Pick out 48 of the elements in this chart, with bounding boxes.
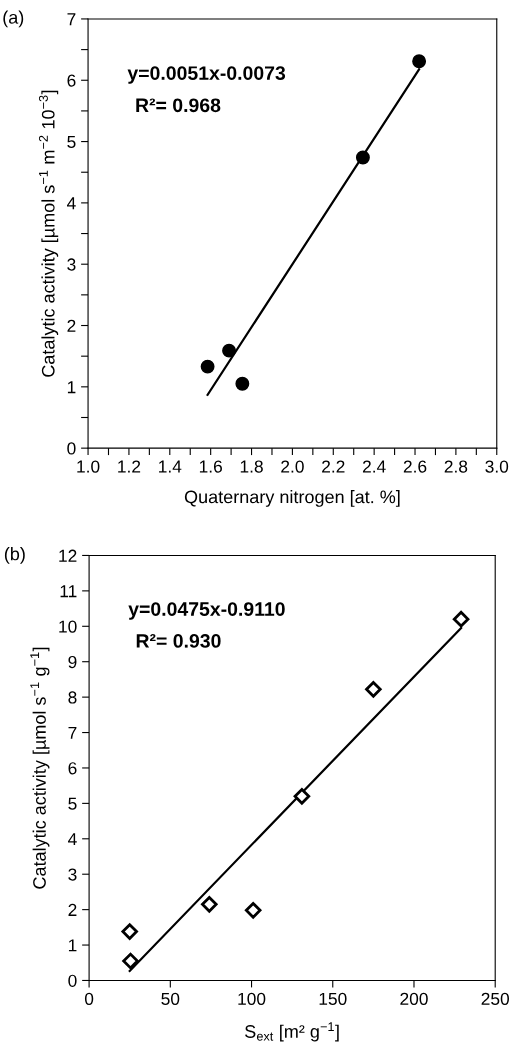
y-tick-label: 6 <box>68 762 77 775</box>
y-tick-label: 10 <box>59 620 77 633</box>
y-tick-label: 2 <box>68 903 77 916</box>
x-tick-label: 1.8 <box>240 460 263 473</box>
y-tick-label: 11 <box>60 585 77 598</box>
y-tick-label: 5 <box>67 135 76 149</box>
y-axis-title: Catalytic activity [µmol s$^{−1}$ g$^{−1}$] <box>30 647 50 889</box>
x-tick-label: 3.0 <box>485 460 509 473</box>
x-tick-label: 100 <box>238 992 266 1006</box>
x-tick-label: 1.4 <box>159 460 182 473</box>
y-tick-label: 2 <box>67 319 76 332</box>
x-axis-title: Quaternary nitrogen [at. %] <box>184 490 400 507</box>
y-tick-label: 9 <box>68 655 77 669</box>
y-tick-label: 4 <box>67 197 76 210</box>
x-tick-label: 250 <box>481 992 510 1006</box>
annotation: R²= 0.968 <box>136 98 221 113</box>
x-tick-label: 2.6 <box>403 460 427 473</box>
x-tick-label: 2.8 <box>444 460 468 473</box>
annotation: y=0.0475x-0.9110 <box>128 602 285 620</box>
y-tick-label: 0 <box>68 974 77 987</box>
annotation: y=0.0051x-0.0073 <box>127 66 286 84</box>
y-tick-label: 6 <box>67 74 76 87</box>
x-tick-label: 2.2 <box>322 460 345 473</box>
annotation: R²= 0.930 <box>136 634 221 648</box>
x-tick-label: 1.0 <box>77 460 100 473</box>
x-tick-label: 0 <box>84 992 94 1006</box>
x-tick-label: 150 <box>319 992 347 1006</box>
x-tick-label: 50 <box>161 992 180 1006</box>
x-tick-label: 2.0 <box>281 460 304 473</box>
y-tick-label: 12 <box>59 549 77 562</box>
y-tick-label: 3 <box>67 258 76 271</box>
y-tick-label: 7 <box>67 13 76 26</box>
y-tick-label: 7 <box>68 726 77 739</box>
x-tick-label: 1.2 <box>118 460 141 473</box>
x-tick-label: 1.6 <box>199 460 222 473</box>
y-tick-label: 4 <box>68 833 77 846</box>
y-tick-label: 1 <box>67 381 76 394</box>
y-tick-label: 1 <box>68 939 77 952</box>
chart-title: (a) <box>3 10 24 28</box>
x-tick-label: 2.4 <box>362 460 386 473</box>
y-tick-label: 5 <box>68 797 77 810</box>
y-tick-label: 3 <box>68 868 77 881</box>
x-tick-label: 200 <box>400 992 428 1006</box>
y-tick-label: 0 <box>67 442 76 455</box>
x-axis-title: S$_{ext}$ [m² g$^{−1}$] <box>245 1022 339 1042</box>
chart-title: (b) <box>4 547 25 564</box>
y-tick-label: 8 <box>68 691 77 704</box>
y-axis-title: Catalytic activity [µmol s$^{−1}$ m$^{−2}$ 10$^{−3}$] <box>38 90 59 377</box>
